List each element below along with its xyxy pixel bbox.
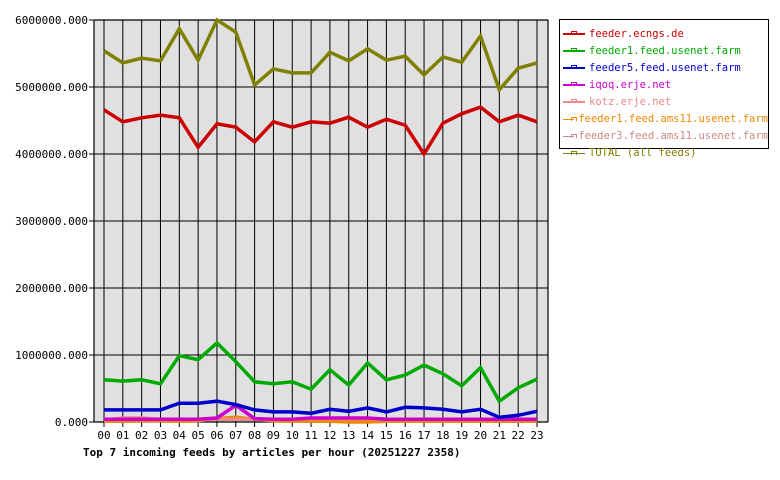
- x-tick-label: 13: [342, 429, 355, 442]
- legend-item: kotz.erje.net: [560, 93, 768, 110]
- legend-item: feeder1.feed.ams11.usenet.farm: [560, 110, 768, 127]
- legend-label: feeder1.feed.ams11.usenet.farm: [578, 113, 768, 126]
- x-tick-label: 12: [323, 429, 336, 442]
- y-tick-label: 4000000.000: [15, 148, 88, 161]
- x-tick-label: 10: [286, 429, 299, 442]
- x-tick-label: 09: [267, 429, 280, 442]
- y-axis: 0.000 1000000.000 2000000.000 3000000.000 40…: [15, 14, 88, 429]
- legend-label: feeder5.feed.usenet.farm: [589, 61, 741, 74]
- legend: feeder.ecngs.de feeder1.feed.usenet.farm f…: [559, 19, 769, 159]
- series-line-feeder5-feed-usenet-farm: [104, 399, 538, 420]
- x-tick-label: 17: [417, 429, 430, 442]
- legend-item: iqoq.erje.net: [560, 76, 768, 93]
- legend-item: feeder.ecngs.de: [560, 25, 768, 42]
- data-series: [103, 17, 538, 424]
- legend-label: iqoq.erje.net: [589, 78, 672, 91]
- legend-label: feeder3.feed.ams11.usenet.farm: [578, 130, 768, 143]
- x-axis: 00 01 02 03 04 05 06 07 08 09 10 11 12 13 14 15 16 17 18 19…: [97, 429, 543, 442]
- x-tick-label: 16: [399, 429, 412, 442]
- legend-line-marker-icon: [563, 149, 585, 158]
- legend-label: feeder1.feed.usenet.farm: [589, 44, 741, 57]
- legend-label: TOTAL (all feeds): [589, 147, 697, 160]
- legend-item: feeder3.feed.ams11.usenet.farm: [560, 128, 768, 145]
- y-tick-label: 5000000.000: [15, 81, 88, 94]
- x-tick-label: 05: [192, 429, 205, 442]
- y-tick-label: 2000000.000: [15, 282, 88, 295]
- x-tick-label: 01: [116, 429, 129, 442]
- legend-line-marker-icon: [563, 46, 585, 55]
- legend-label: kotz.erje.net: [589, 95, 672, 108]
- legend-item: feeder1.feed.usenet.farm: [560, 42, 768, 59]
- x-tick-label: 11: [304, 429, 317, 442]
- x-tick-label: 18: [436, 429, 449, 442]
- legend-line-marker-icon: [563, 132, 577, 141]
- y-tick-label: 0.000: [55, 416, 88, 429]
- x-tick-label: 23: [530, 429, 543, 442]
- series-line-feeder1-feed-ams11-usenet-farm: [104, 415, 537, 424]
- x-tick-label: 00: [97, 429, 110, 442]
- x-tick-label: 06: [210, 429, 223, 442]
- legend-line-marker-icon: [563, 63, 585, 72]
- x-tick-label: 20: [474, 429, 487, 442]
- series-line-feeder1-feed-usenet-farm: [103, 340, 538, 404]
- x-tick-label: 03: [154, 429, 167, 442]
- series-line-iqoq-erje-net: [104, 403, 537, 422]
- x-tick-label: 02: [135, 429, 148, 442]
- series-line-total-all-feeds-: [103, 17, 538, 94]
- series-line-feeder-ecngs-de: [103, 105, 538, 158]
- y-tick-label: 6000000.000: [15, 14, 88, 27]
- legend-item: feeder5.feed.usenet.farm: [560, 59, 768, 76]
- x-tick-label: 14: [361, 429, 375, 442]
- y-tick-label: 1000000.000: [15, 349, 88, 362]
- legend-line-marker-icon: [563, 29, 585, 38]
- chart-title: Top 7 incoming feeds by articles per hou…: [83, 446, 461, 459]
- x-tick-label: 19: [455, 429, 468, 442]
- y-tick-label: 3000000.000: [15, 215, 88, 228]
- x-tick-label: 21: [493, 429, 506, 442]
- legend-item: TOTAL (all feeds): [560, 145, 768, 162]
- legend-line-marker-icon: [563, 115, 577, 124]
- x-tick-label: 07: [229, 429, 242, 442]
- x-tick-label: 22: [512, 429, 525, 442]
- x-tick-label: 15: [380, 429, 393, 442]
- x-tick-label: 08: [248, 429, 261, 442]
- legend-label: feeder.ecngs.de: [589, 27, 684, 40]
- legend-line-marker-icon: [563, 80, 585, 89]
- x-tick-label: 04: [173, 429, 187, 442]
- legend-line-marker-icon: [563, 97, 585, 106]
